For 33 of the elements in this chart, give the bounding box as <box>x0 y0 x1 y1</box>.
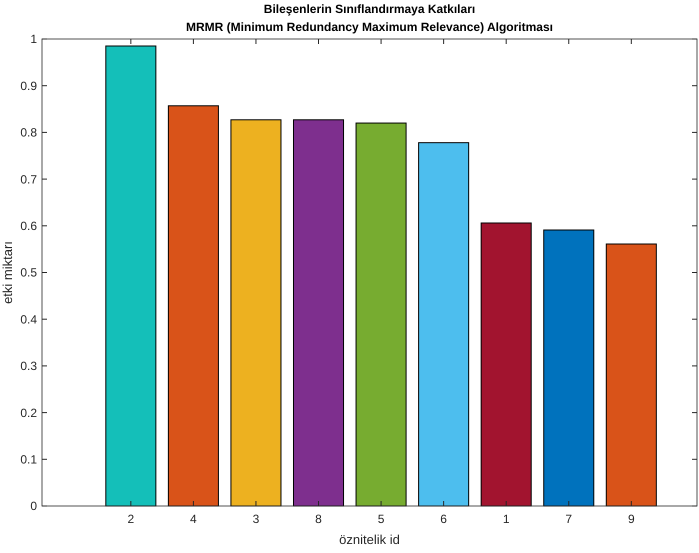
x-tick-label: 6 <box>440 512 448 526</box>
bar <box>480 222 532 506</box>
bar <box>292 119 344 506</box>
x-tick-label: 7 <box>565 512 572 526</box>
x-tick-label: 4 <box>190 512 198 526</box>
bar <box>105 46 156 506</box>
y-axis-title: etki miktarı <box>0 241 15 304</box>
bar <box>418 142 470 506</box>
y-tick-label: 0.5 <box>20 266 38 280</box>
y-tick-label: 1 <box>30 32 38 46</box>
chart-subtitle: MRMR (Minimum Redundancy Maximum Relevance) Algoritması <box>186 20 553 34</box>
y-tick-label: 0 <box>30 499 38 514</box>
bar <box>230 119 282 506</box>
bar <box>356 122 407 506</box>
y-tick-label: 0.2 <box>20 406 38 420</box>
y-tick-label: 0.6 <box>20 219 38 233</box>
chart-title: Bileşenlerin Sınıflandırmaya Katkıları <box>264 2 476 16</box>
y-tick-label: 0.9 <box>20 78 38 93</box>
y-tick-label: 0.7 <box>20 172 38 186</box>
bar <box>168 105 219 506</box>
y-tick-label: 0.8 <box>20 126 38 140</box>
x-tick-label: 9 <box>628 512 635 526</box>
x-tick-label: 2 <box>127 512 134 526</box>
x-axis-title: öznitelik id <box>339 532 400 547</box>
x-tick-label: 1 <box>502 512 510 526</box>
x-tick-label: 3 <box>252 512 260 526</box>
bar <box>606 244 657 506</box>
y-tick-label: 0.3 <box>20 359 38 374</box>
x-tick-label: 5 <box>378 512 385 526</box>
y-tick-label: 0.1 <box>20 452 38 466</box>
x-tick-label: 8 <box>315 512 322 526</box>
bar <box>543 230 594 506</box>
y-tick-label: 0.4 <box>20 312 38 326</box>
